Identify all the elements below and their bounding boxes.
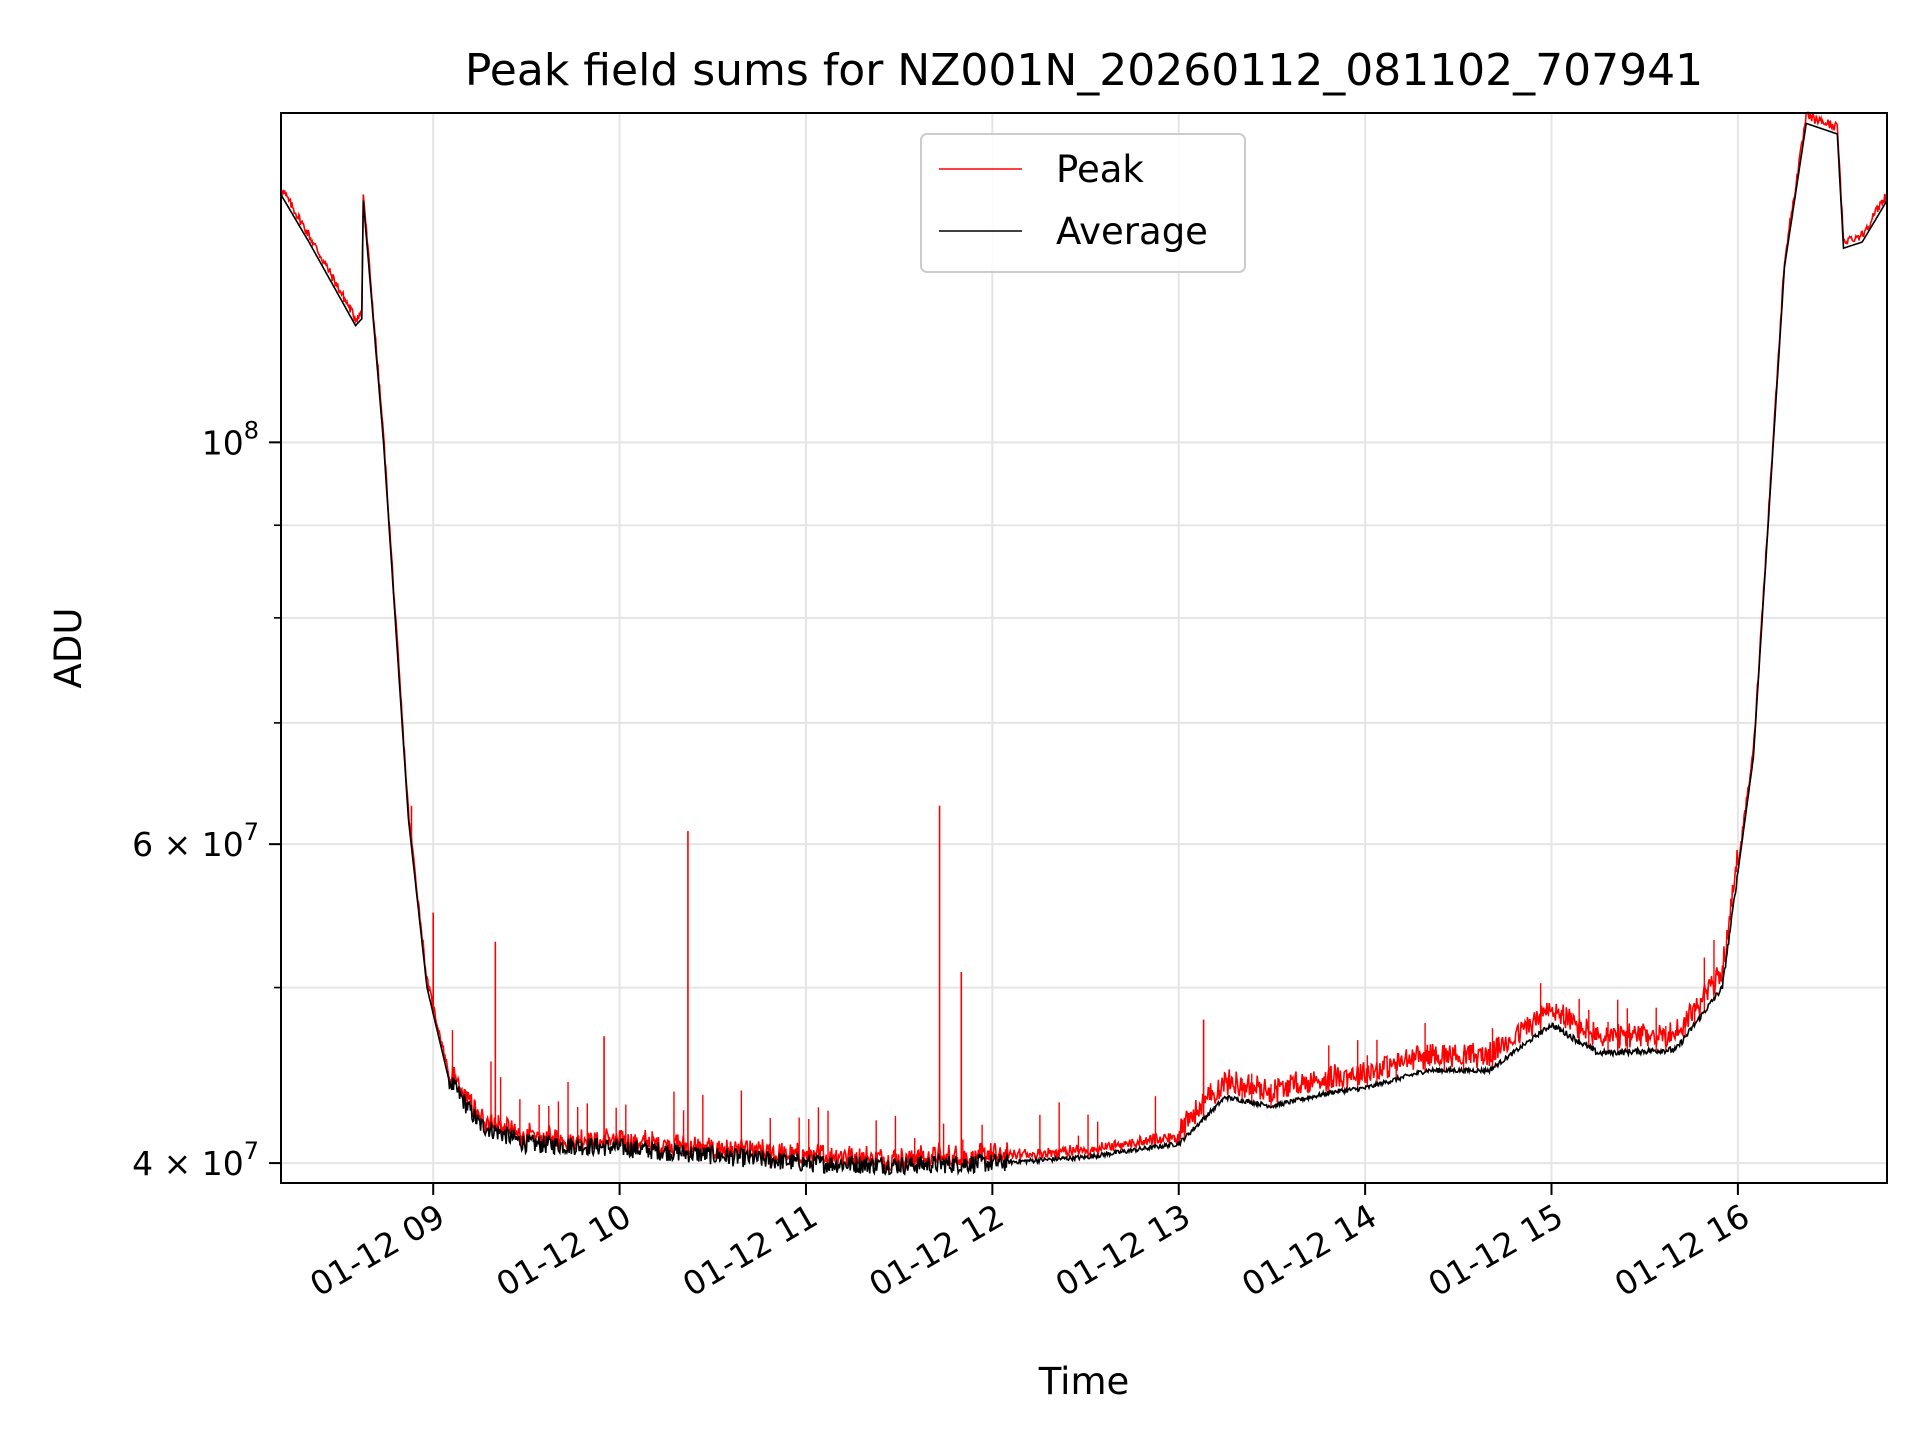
chart-title: Peak field sums for NZ001N_20260112_0811…: [465, 45, 1703, 96]
y-axis-label: ADU: [47, 608, 90, 689]
legend-peak-label: Peak: [1056, 148, 1144, 191]
plot-area: [280, 111, 1888, 1177]
average-series-line: [280, 122, 1888, 1177]
legend-average-label: Average: [1056, 210, 1208, 253]
plot-frame: [280, 112, 1888, 1184]
grid: [281, 113, 1887, 1183]
peak-spikes: [410, 805, 1715, 1172]
x-axis-label: Time: [1038, 1360, 1130, 1403]
y-axis: 4 × 107 6 × 107 108: [132, 416, 281, 1183]
y-tick-label: 108: [202, 416, 259, 462]
legend: Peak Average: [920, 133, 1246, 273]
y-tick-label: 6 × 107: [132, 818, 259, 864]
y-tick-label: 4 × 107: [132, 1137, 259, 1183]
